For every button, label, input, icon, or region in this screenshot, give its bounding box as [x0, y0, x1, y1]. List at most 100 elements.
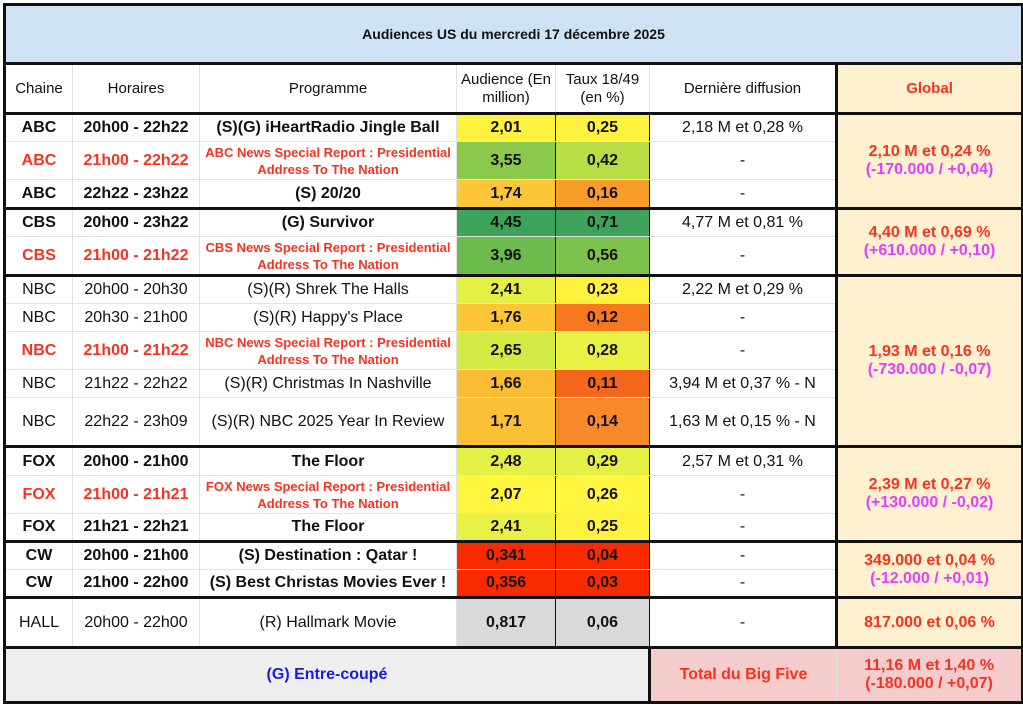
last-airing-cell: 2,18 M et 0,28 % [649, 112, 837, 142]
program-cell: The Floor [199, 513, 457, 542]
total-cell: 11,16 M et 1,40 % (-180.000 / +0,07) [835, 646, 1023, 704]
rating-cell: 0,42 [555, 141, 650, 180]
channel-cell: ABC [3, 179, 73, 209]
rating-cell: 0,06 [555, 596, 650, 648]
schedule-cell: 21h00 - 21h21 [72, 475, 200, 514]
last-airing-cell: 4,77 M et 0,81 % [649, 207, 837, 237]
last-airing-cell: - [649, 540, 837, 570]
rating-cell: 0,11 [555, 369, 650, 398]
table-row: ABC 22h22 - 23h22 (S) 20/20 1,74 0,16- [3, 179, 1023, 209]
audience-cell: 2,65 [456, 331, 556, 370]
audience-cell: 0,817 [456, 596, 556, 648]
last-airing-cell: - [649, 303, 837, 332]
last-airing-cell: - [649, 569, 837, 598]
global-delta: (-730.000 / -0,07) [867, 361, 992, 378]
channel-cell: FOX [3, 475, 73, 514]
last-airing-cell: 2,22 M et 0,29 % [649, 274, 837, 304]
last-airing-cell: 2,57 M et 0,31 % [649, 445, 837, 476]
program-cell: The Floor [199, 445, 457, 476]
total-label: Total du Big Five [648, 646, 837, 704]
audience-cell: 2,41 [456, 274, 556, 304]
table-row: NBC 20h30 - 21h00 (S)(R) Happy's Place 1,76… [3, 303, 1023, 332]
channel-cell: NBC [3, 303, 73, 332]
global-delta: (+610.000 / +0,10) [863, 242, 996, 259]
header-audience: Audience (En million) [456, 63, 556, 114]
program-cell: (S) Destination : Qatar ! [199, 540, 457, 570]
schedule-cell: 21h00 - 22h22 [72, 141, 200, 180]
last-airing-cell: - [649, 141, 837, 180]
rating-cell: 0,23 [555, 274, 650, 304]
global-value: 2,39 M et 0,27 % [868, 476, 991, 493]
channel-cell: NBC [3, 397, 73, 447]
rating-cell: 0,28 [555, 331, 650, 370]
schedule-cell: 21h21 - 22h21 [72, 513, 200, 542]
schedule-cell: 20h00 - 21h00 [72, 445, 200, 476]
channel-cell: NBC [3, 331, 73, 370]
channel-cell: ABC [3, 112, 73, 142]
rating-cell: 0,14 [555, 397, 650, 447]
table-row: HALL 20h00 - 22h00 (R) Hallmark Movie 0,817… [3, 596, 1023, 648]
schedule-cell: 22h22 - 23h22 [72, 179, 200, 209]
audience-cell: 3,55 [456, 141, 556, 180]
table-row: NBC 22h22 - 23h09 (S)(R) NBC 2025 Year In … [3, 397, 1023, 447]
program-cell: FOX News Special Report : Presidential A… [199, 475, 457, 514]
channel-cell: NBC [3, 274, 73, 304]
rating-cell: 0,03 [555, 569, 650, 598]
schedule-cell: 21h00 - 21h22 [72, 236, 200, 276]
rating-cell: 0,16 [555, 179, 650, 209]
program-cell: NBC News Special Report : Presidential A… [199, 331, 457, 370]
table-row: NBC 20h00 - 20h30 (S)(R) Shrek The Halls 2,… [3, 274, 1023, 447]
audience-cell: 2,41 [456, 513, 556, 542]
header-horaires: Horaires [72, 63, 200, 114]
audience-cell: 0,341 [456, 540, 556, 570]
schedule-cell: 20h00 - 20h30 [72, 274, 200, 304]
program-cell: (S)(R) NBC 2025 Year In Review [199, 397, 457, 447]
audience-cell: 1,76 [456, 303, 556, 332]
audience-cell: 0,356 [456, 569, 556, 598]
table-title: Audiences US du mercredi 17 décembre 202… [2, 3, 1023, 65]
rating-cell: 0,56 [555, 236, 650, 276]
total-value: 11,16 M et 1,40 % [864, 657, 994, 674]
header-derniere: Dernière diffusion [649, 63, 837, 114]
schedule-cell: 20h00 - 23h22 [72, 207, 200, 237]
schedule-cell: 22h22 - 23h09 [72, 397, 200, 447]
last-airing-cell: - [649, 236, 837, 276]
rating-cell: 0,29 [555, 445, 650, 476]
schedule-cell: 21h22 - 22h22 [72, 369, 200, 398]
header-global: Global [834, 63, 1023, 114]
schedule-cell: 20h00 - 21h00 [72, 540, 200, 570]
program-cell: ABC News Special Report : Presidential A… [199, 141, 457, 180]
global-delta: (-170.000 / +0,04) [865, 161, 994, 178]
channel-cell: CW [3, 569, 73, 598]
channel-cell: CW [3, 540, 73, 570]
table-row: CBS 20h00 - 23h22 (G) Survivor 4,45 0,71 4,77… [3, 207, 1023, 276]
channel-cell: FOX [3, 513, 73, 542]
last-airing-cell: 3,94 M et 0,37 % - N [649, 369, 837, 398]
global-cell: 349.000 et 0,04 % (-12.000 / +0,01) [834, 540, 1023, 598]
global-delta: (+130.000 / -0,02) [865, 494, 994, 511]
table-row: FOX 20h00 - 21h00 The Floor 2,48 0,29 2,57 M … [3, 445, 1023, 542]
table-row: FOX 21h00 - 21h21 FOX News Special Report … [3, 475, 1023, 514]
table-row: NBC 21h22 - 22h22 (S)(R) Christmas In Nash… [3, 369, 1023, 398]
last-airing-cell: - [649, 331, 837, 370]
global-cell: 817.000 et 0,06 % [834, 596, 1023, 648]
audience-cell: 2,01 [456, 112, 556, 142]
rating-cell: 0,25 [555, 513, 650, 542]
audience-cell: 4,45 [456, 207, 556, 237]
global-value: 4,40 M et 0,69 % [868, 224, 991, 241]
rating-cell: 0,26 [555, 475, 650, 514]
last-airing-cell: - [649, 475, 837, 514]
global-cell: 1,93 M et 0,16 % (-730.000 / -0,07) [834, 274, 1023, 447]
table-row: CW 21h00 - 22h00 (S) Best Christas Movies … [3, 569, 1023, 598]
channel-cell: NBC [3, 369, 73, 398]
channel-cell: FOX [3, 445, 73, 476]
global-cell: 2,10 M et 0,24 % (-170.000 / +0,04) [834, 112, 1023, 209]
program-cell: (S)(R) Happy's Place [199, 303, 457, 332]
global-value: 1,93 M et 0,16 % [868, 343, 991, 360]
channel-cell: CBS [3, 236, 73, 276]
audience-cell: 1,71 [456, 397, 556, 447]
schedule-cell: 21h00 - 22h00 [72, 569, 200, 598]
schedule-cell: 21h00 - 21h22 [72, 331, 200, 370]
channel-cell: HALL [3, 596, 73, 648]
